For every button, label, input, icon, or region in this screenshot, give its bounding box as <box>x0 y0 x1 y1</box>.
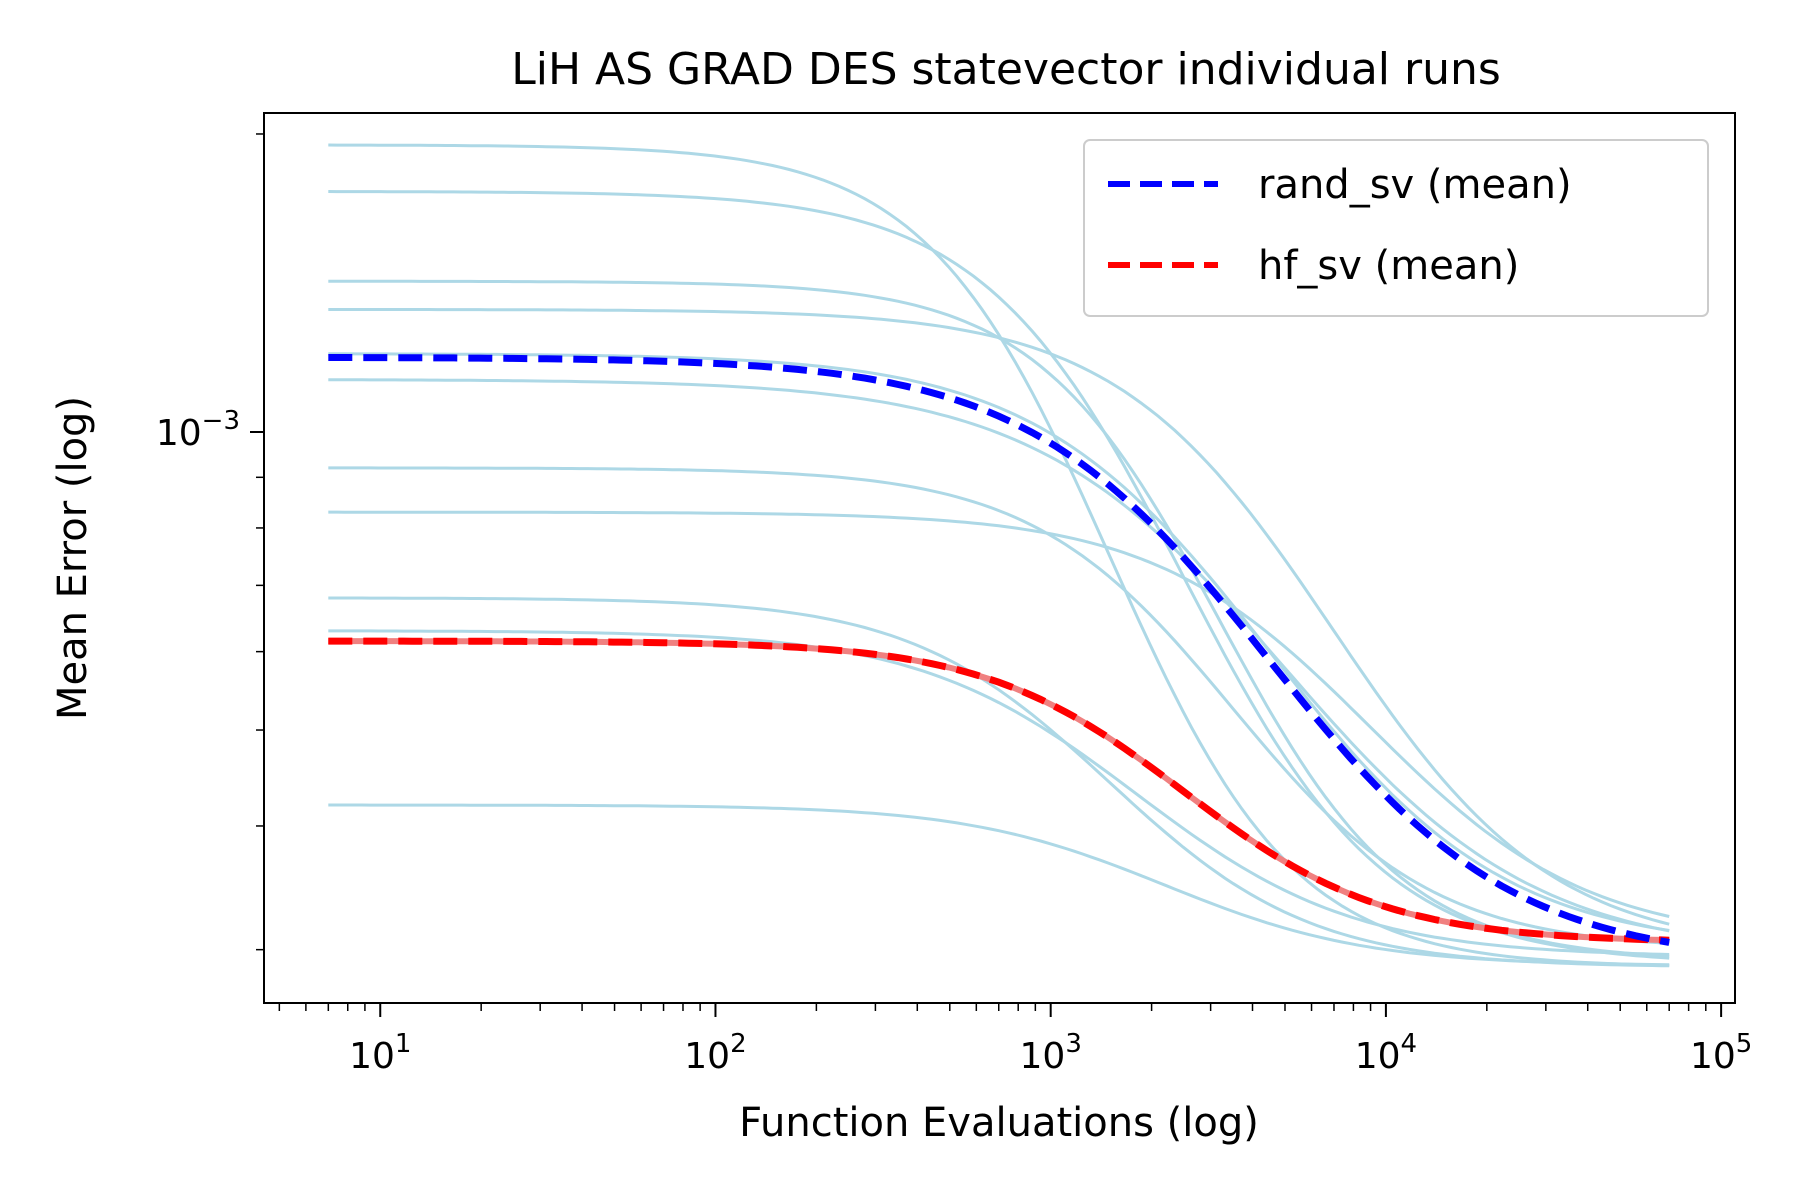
y-tick-label: 10−3 <box>156 406 240 454</box>
run-line-7 <box>328 466 1670 945</box>
hf-sv-mean-line <box>328 637 1670 944</box>
y-axis-ticks: 10−3 <box>156 133 264 951</box>
run-line-3 <box>328 279 1670 958</box>
legend-label-hf-sv: hf_sv (mean) <box>1258 243 1519 289</box>
legend-box <box>1083 139 1709 317</box>
x-tick-label: 101 <box>349 1029 411 1077</box>
legend: rand_sv (mean) hf_sv (mean) <box>1083 139 1709 317</box>
x-axis-ticks: 101 102 103 104 105 <box>278 1003 1752 1077</box>
x-tick-label: 102 <box>684 1029 746 1077</box>
mean-series <box>328 354 1670 946</box>
run-line-2 <box>328 190 1670 960</box>
run-line-11 <box>328 803 1670 967</box>
x-tick-label: 104 <box>1355 1029 1417 1077</box>
x-tick-label: 105 <box>1690 1029 1752 1077</box>
x-axis-label: Function Evaluations (log) <box>739 1100 1259 1146</box>
run-line-5 <box>328 352 1670 932</box>
hf-sv-individual-line <box>328 638 1670 944</box>
run-line-1 <box>328 143 1670 967</box>
individual-runs <box>328 143 1670 968</box>
run-line-10 <box>328 629 1670 956</box>
y-axis-label: Mean Error (log) <box>50 396 96 720</box>
run-line-9 <box>328 596 1670 968</box>
run-line-4 <box>328 308 1670 926</box>
run-line-6 <box>328 378 1670 933</box>
run-line-8 <box>328 510 1670 918</box>
rand-sv-mean-line <box>328 354 1670 946</box>
chart-title: LiH AS GRAD DES statevector individual r… <box>511 44 1501 95</box>
legend-label-rand-sv: rand_sv (mean) <box>1258 162 1572 208</box>
x-tick-label: 103 <box>1020 1029 1082 1077</box>
